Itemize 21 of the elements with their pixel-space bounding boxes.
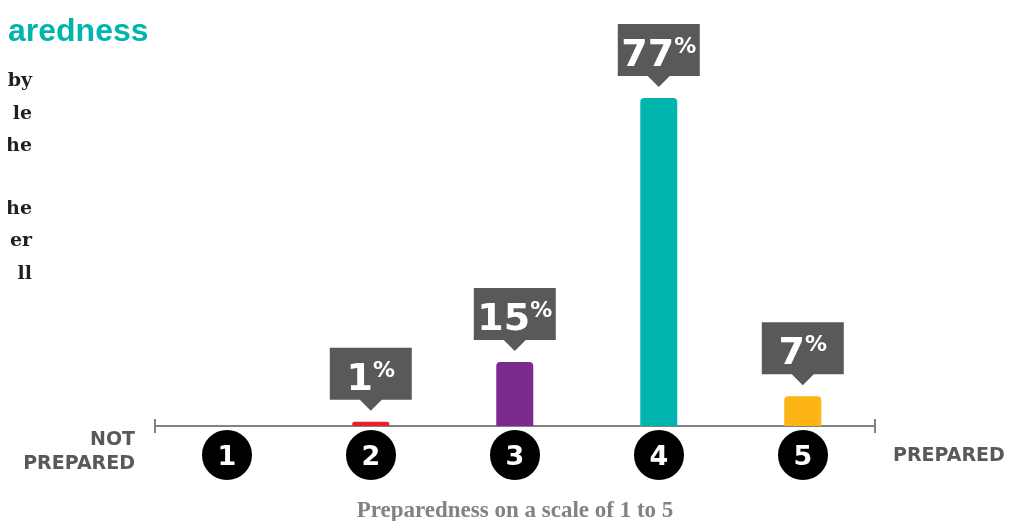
x-tick-label: 2 (361, 440, 381, 471)
text: le (12, 100, 32, 123)
text: er (9, 228, 33, 250)
text: by (7, 68, 33, 90)
chart-title: aredness (8, 12, 149, 48)
data-label: 1$^{%}$ (346, 354, 396, 399)
bar (784, 396, 822, 426)
x-tick-label: 4 (649, 440, 669, 471)
x-tick-label: 1 (217, 440, 237, 471)
bar (352, 421, 390, 426)
data-label: 15$^{%}$ (477, 295, 553, 340)
x-tick-label: 3 (505, 440, 525, 471)
x-axis-title: Preparedness on a scale of 1 to 5 (356, 497, 674, 522)
text: NOT PREPARED (23, 427, 136, 473)
text: ll (17, 260, 32, 283)
data-label: 77$^{%}$ (621, 31, 697, 75)
x-tick-label: 5 (793, 440, 813, 471)
bar (640, 98, 678, 426)
bar (496, 362, 534, 426)
text: PREPARED (893, 442, 1005, 465)
data-label: 7$^{%}$ (778, 329, 828, 374)
